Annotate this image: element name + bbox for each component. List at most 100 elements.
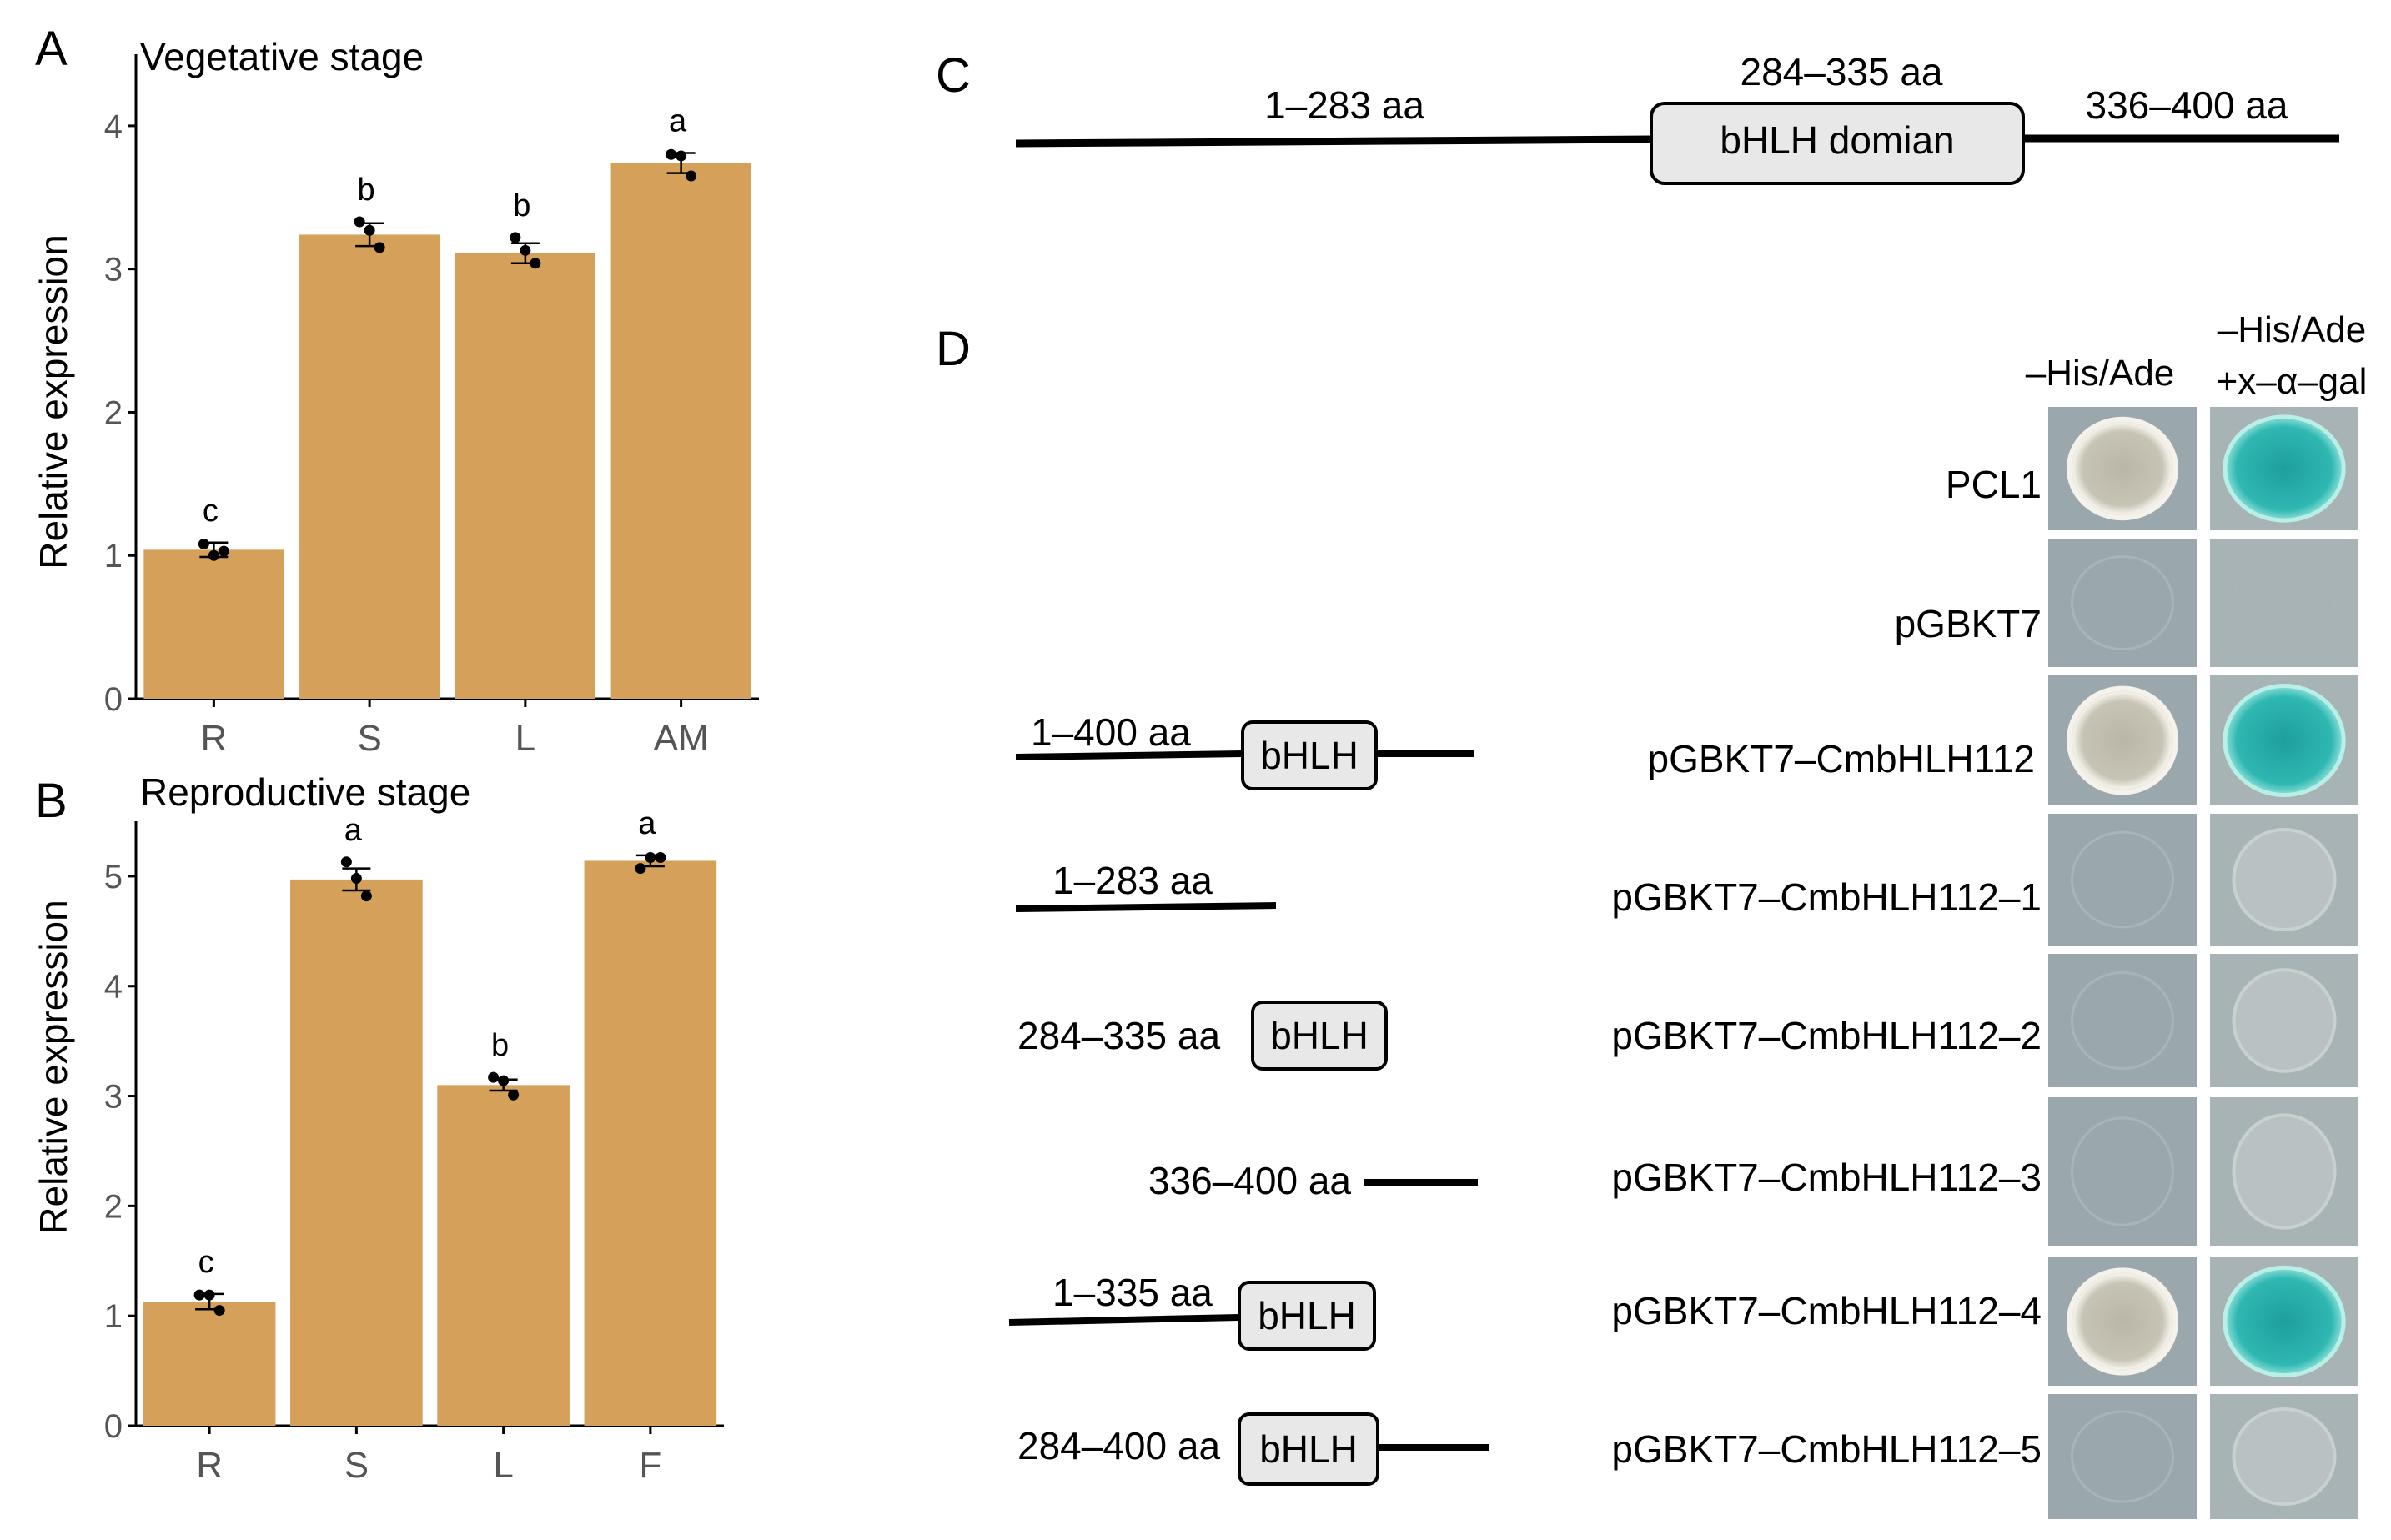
significance-label: a xyxy=(638,806,656,841)
x-tick-label: R xyxy=(196,1445,223,1486)
panel-letter-a: A xyxy=(35,22,68,76)
empty-spot xyxy=(2070,971,2175,1071)
data-point xyxy=(198,538,209,549)
significance-label: b xyxy=(491,1028,509,1063)
construct-fragment-label: 336–400 aa xyxy=(1148,1159,1351,1202)
chart-vegetative-stage: Vegetative stage Relative expression 0 1 2… xyxy=(32,35,759,759)
plate-well xyxy=(2048,814,2197,946)
col-header-xgal-line1: –His/Ade xyxy=(2218,309,2367,350)
blue-colony xyxy=(2223,414,2346,523)
data-point xyxy=(354,216,365,228)
y-tick-label: 0 xyxy=(104,1408,123,1445)
data-point xyxy=(530,258,541,269)
y-tick-label: 3 xyxy=(104,252,123,288)
x-tick-label: S xyxy=(357,718,381,759)
data-point xyxy=(203,1289,215,1301)
blue-colony xyxy=(2223,1265,2346,1378)
y-tick-label: 5 xyxy=(104,859,123,895)
construct-fragment-label: 1–400 aa xyxy=(1031,710,1191,754)
significance-label: a xyxy=(669,104,687,139)
data-point xyxy=(193,1289,205,1301)
construct-domain-box xyxy=(1251,1001,1388,1071)
faint-colony xyxy=(2232,968,2337,1073)
blue-colony xyxy=(2223,683,2346,798)
construct-domain-label: bHLH xyxy=(1259,1427,1358,1471)
empty-spot xyxy=(2232,555,2337,650)
x-tick-label: R xyxy=(200,718,227,759)
row-label: pGBKT7–CmbHLH112–2 xyxy=(1611,1014,2042,1057)
data-point xyxy=(666,148,677,160)
y-tick-label: 2 xyxy=(104,394,123,431)
construct-domain-label: bHLH xyxy=(1260,734,1359,777)
data-point xyxy=(364,224,375,236)
plate-well xyxy=(2210,539,2358,667)
yeast-colony xyxy=(2066,1267,2179,1376)
plate-well xyxy=(2048,954,2197,1087)
y-tick-label: 1 xyxy=(104,1298,123,1335)
significance-label: a xyxy=(344,813,363,848)
data-point xyxy=(635,863,646,875)
col-header-his-ade: –His/Ade xyxy=(2026,353,2175,394)
row-label: pGBKT7–CmbHLH112–1 xyxy=(1611,875,2042,919)
bar xyxy=(143,549,284,699)
data-point xyxy=(340,856,352,868)
construct-line xyxy=(1008,1314,1240,1326)
x-tick-label: F xyxy=(639,1445,661,1486)
data-point xyxy=(218,545,229,557)
y-tick-label: 1 xyxy=(104,538,123,574)
plate-well xyxy=(2048,539,2197,667)
construct-fragment-label: 1–283 aa xyxy=(1052,859,1213,902)
bar xyxy=(584,860,717,1426)
significance-label: b xyxy=(358,173,375,208)
data-point xyxy=(676,150,687,162)
x-tick-label: L xyxy=(493,1445,513,1486)
bar xyxy=(455,253,595,699)
bar xyxy=(143,1302,276,1426)
construct-domain-box xyxy=(1241,720,1378,790)
x-tick-label: L xyxy=(515,718,535,759)
yeast-colony xyxy=(2066,416,2179,521)
bar xyxy=(437,1085,570,1426)
row-label: pGBKT7–CmbHLH112–3 xyxy=(1611,1156,2042,1199)
chart-a-title: Vegetative stage xyxy=(140,35,424,78)
chart-b-ylabel: Relative expression xyxy=(32,900,75,1234)
protein-line-left xyxy=(1015,135,1652,148)
region-middle-label: 284–335 aa xyxy=(1740,50,1942,93)
faint-colony xyxy=(2232,1113,2337,1230)
data-point xyxy=(208,549,219,561)
construct-domain-label: bHLH xyxy=(1258,1294,1356,1337)
bhlh-domain-box xyxy=(1650,102,2025,185)
data-point xyxy=(520,244,531,256)
x-tick-label: AM xyxy=(654,718,709,759)
data-point xyxy=(360,890,372,902)
region-left-label: 1–283 aa xyxy=(1264,83,1424,127)
significance-label: c xyxy=(198,1245,214,1280)
y-tick-label: 0 xyxy=(104,681,123,718)
empty-spot xyxy=(2070,1410,2175,1503)
faint-colony xyxy=(2232,827,2337,932)
data-point xyxy=(498,1075,510,1086)
row-label: pGBKT7–CmbHLH112–5 xyxy=(1611,1427,2042,1471)
domain-label: bHLH domian xyxy=(1720,118,1954,162)
bar xyxy=(290,879,423,1426)
y2h-plates xyxy=(2048,407,2358,1519)
row-label: pGBKT7–CmbHLH112 xyxy=(1648,737,2035,780)
data-point xyxy=(508,1089,520,1101)
construct-fragment-label: 284–400 aa xyxy=(1017,1424,1220,1467)
data-point xyxy=(350,873,362,885)
domain-diagram: bHLH domian 1–283 aa 284–335 aa 336–400 … xyxy=(1015,50,2339,185)
construct-line xyxy=(1015,902,1277,912)
empty-spot xyxy=(2070,555,2175,650)
row-label: pGBKT7–CmbHLH112–4 xyxy=(1611,1289,2042,1332)
construct-fragment-label: 284–335 aa xyxy=(1017,1014,1220,1057)
significance-label: c xyxy=(203,494,219,529)
empty-spot xyxy=(2070,830,2175,929)
data-point xyxy=(645,852,656,863)
y-tick-label: 2 xyxy=(104,1188,123,1225)
data-point xyxy=(488,1071,500,1083)
panel-letter-d: D xyxy=(936,322,971,376)
y2h-assay: PCL1 pGBKT7 pGBKT7–CmbHLH112 pGBKT7–CmbH… xyxy=(1008,463,2042,1486)
y-tick-label: 4 xyxy=(104,969,123,1006)
x-tick-label: S xyxy=(344,1445,369,1486)
